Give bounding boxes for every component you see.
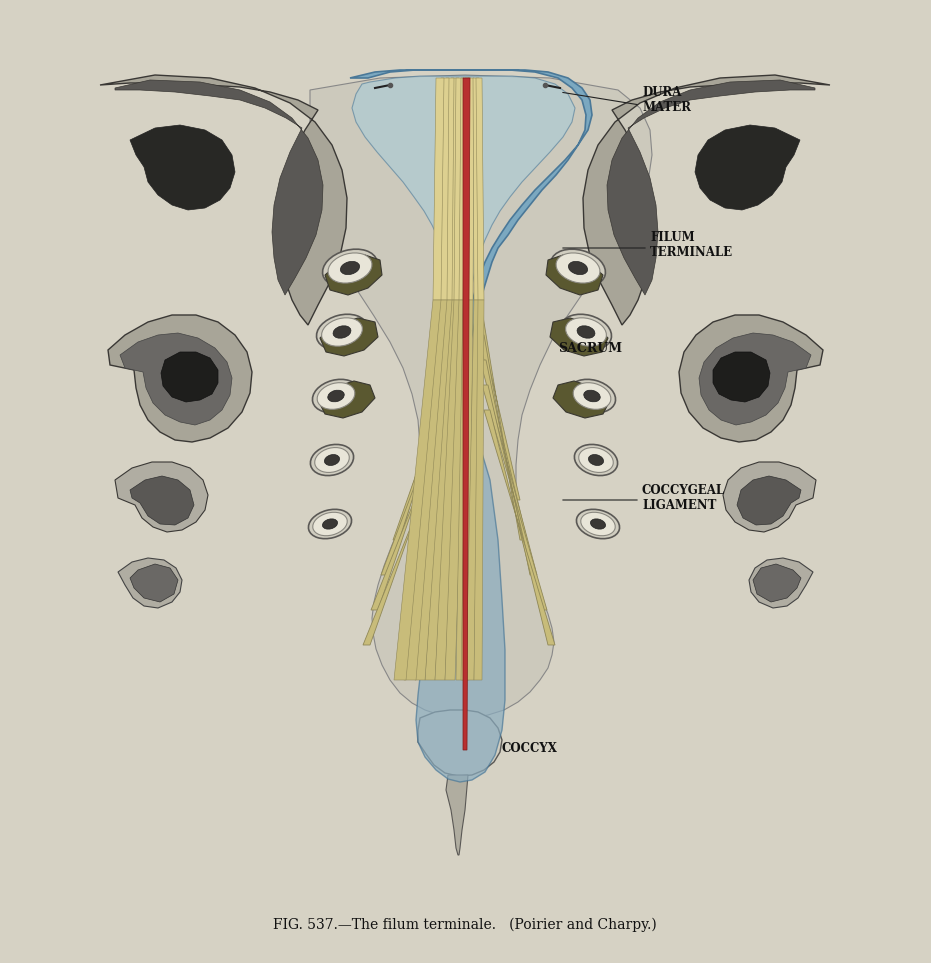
Polygon shape <box>461 300 473 680</box>
Polygon shape <box>695 125 800 210</box>
Ellipse shape <box>341 261 359 274</box>
Polygon shape <box>394 300 441 680</box>
Ellipse shape <box>317 382 355 409</box>
Ellipse shape <box>573 382 611 409</box>
Ellipse shape <box>569 379 615 413</box>
Polygon shape <box>473 78 480 300</box>
Ellipse shape <box>576 509 619 538</box>
Polygon shape <box>308 75 652 718</box>
Text: SACRUM: SACRUM <box>558 342 622 354</box>
Ellipse shape <box>584 390 600 402</box>
Ellipse shape <box>310 445 354 476</box>
Polygon shape <box>463 78 471 300</box>
Ellipse shape <box>322 249 377 287</box>
Polygon shape <box>699 333 811 425</box>
Polygon shape <box>454 78 464 300</box>
Polygon shape <box>445 300 467 680</box>
Polygon shape <box>415 300 452 680</box>
Polygon shape <box>474 300 484 680</box>
Polygon shape <box>546 255 603 295</box>
Polygon shape <box>753 564 801 602</box>
Polygon shape <box>550 318 608 356</box>
Ellipse shape <box>566 318 606 346</box>
Polygon shape <box>435 300 462 680</box>
Ellipse shape <box>588 455 603 465</box>
Polygon shape <box>737 476 801 525</box>
Polygon shape <box>130 564 178 602</box>
Polygon shape <box>118 558 182 608</box>
Ellipse shape <box>328 253 372 283</box>
Polygon shape <box>120 333 232 425</box>
Polygon shape <box>100 75 347 325</box>
Ellipse shape <box>313 512 347 535</box>
Polygon shape <box>466 300 480 680</box>
Ellipse shape <box>556 253 600 283</box>
Ellipse shape <box>315 448 349 473</box>
Polygon shape <box>130 125 235 210</box>
Text: COCCYGEAL
LIGAMENT: COCCYGEAL LIGAMENT <box>642 484 725 512</box>
Polygon shape <box>553 381 610 418</box>
Text: FIG. 537.—The filum terminale.   (Poirier and Charpy.): FIG. 537.—The filum terminale. (Poirier … <box>273 918 657 932</box>
Polygon shape <box>381 360 462 575</box>
Polygon shape <box>352 76 575 358</box>
Polygon shape <box>320 318 378 356</box>
Polygon shape <box>467 78 474 300</box>
Polygon shape <box>749 558 813 608</box>
Ellipse shape <box>569 261 587 274</box>
Polygon shape <box>130 476 194 525</box>
Text: COCCYX: COCCYX <box>502 742 558 754</box>
Polygon shape <box>115 80 323 295</box>
Polygon shape <box>161 352 218 402</box>
Polygon shape <box>115 462 208 532</box>
Polygon shape <box>480 360 537 575</box>
Polygon shape <box>446 775 468 855</box>
Polygon shape <box>583 75 830 325</box>
Polygon shape <box>476 78 484 300</box>
Polygon shape <box>393 335 465 540</box>
Polygon shape <box>444 78 454 300</box>
Ellipse shape <box>328 390 344 402</box>
Polygon shape <box>459 78 469 300</box>
Polygon shape <box>463 78 470 750</box>
Polygon shape <box>408 310 468 500</box>
Polygon shape <box>350 70 592 448</box>
Ellipse shape <box>577 325 595 338</box>
Polygon shape <box>449 78 459 300</box>
Polygon shape <box>433 78 444 300</box>
Ellipse shape <box>579 448 614 473</box>
Polygon shape <box>416 420 505 782</box>
Ellipse shape <box>581 512 615 535</box>
Text: FILUM
TERMINALE: FILUM TERMINALE <box>650 231 733 259</box>
Ellipse shape <box>550 249 605 287</box>
Polygon shape <box>723 462 816 532</box>
Ellipse shape <box>321 318 362 346</box>
Polygon shape <box>482 385 547 610</box>
Polygon shape <box>607 80 815 295</box>
Polygon shape <box>484 410 555 645</box>
Ellipse shape <box>574 445 617 476</box>
Polygon shape <box>108 315 252 442</box>
Polygon shape <box>325 255 382 295</box>
Ellipse shape <box>324 455 340 465</box>
Polygon shape <box>371 385 460 610</box>
Ellipse shape <box>313 379 359 413</box>
Ellipse shape <box>317 314 368 350</box>
Ellipse shape <box>560 314 612 350</box>
Ellipse shape <box>590 519 605 529</box>
Polygon shape <box>476 310 520 500</box>
Polygon shape <box>425 300 457 680</box>
Polygon shape <box>363 410 458 645</box>
Polygon shape <box>713 352 770 402</box>
Ellipse shape <box>333 325 351 338</box>
Polygon shape <box>439 78 449 300</box>
Polygon shape <box>404 300 447 680</box>
Ellipse shape <box>322 519 338 529</box>
Ellipse shape <box>308 509 352 538</box>
Text: DURA
MATER: DURA MATER <box>642 86 691 114</box>
Polygon shape <box>318 381 375 418</box>
Polygon shape <box>679 315 823 442</box>
Polygon shape <box>478 335 527 540</box>
Polygon shape <box>456 300 469 680</box>
Polygon shape <box>418 710 502 776</box>
